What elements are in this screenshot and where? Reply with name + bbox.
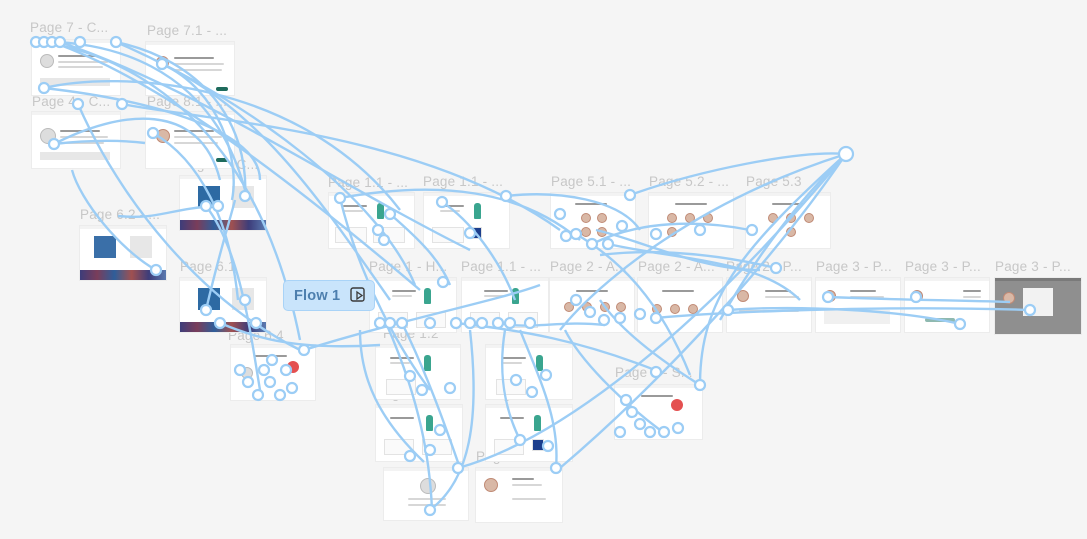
frame-page-1-1-c[interactable]	[462, 278, 548, 332]
frame-label-page-1-1-b[interactable]: Page 1.1 - ...	[423, 174, 504, 189]
frame-page-7[interactable]	[32, 40, 120, 95]
frame-label-page-2-p[interactable]: Page 2 - P...	[726, 259, 802, 274]
frame-page-2-p[interactable]	[727, 278, 811, 332]
frame-page-9[interactable]	[180, 176, 266, 230]
frame-page-1-5[interactable]	[476, 468, 562, 522]
frame-page-1-3[interactable]	[486, 405, 572, 461]
frame-page-2-a[interactable]	[550, 278, 634, 332]
frame-page-6-1[interactable]	[180, 278, 266, 332]
frame-label-page-6-2[interactable]: Page 6.2 - ...	[80, 207, 161, 222]
frame-page-3-p-a[interactable]	[816, 278, 900, 332]
frame-page-1-1-d[interactable]	[486, 345, 572, 399]
frame-label-page-4[interactable]: Page 4 - C...	[32, 94, 111, 109]
frame-label-page-2-a[interactable]: Page 2 - A...	[550, 259, 627, 274]
frame-page-1-h[interactable]	[370, 278, 456, 332]
frame-page-5-3[interactable]	[746, 193, 830, 248]
frame-page-3-p-c[interactable]	[995, 278, 1081, 334]
frame-label-page-3-p-b[interactable]: Page 3 - P...	[905, 259, 981, 274]
frame-page-8-1[interactable]	[146, 112, 234, 168]
frame-page-3-p-b[interactable]	[905, 278, 989, 332]
frame-label-page-7[interactable]: Page 7 - C...	[30, 20, 109, 35]
frame-page-1-1-a[interactable]	[329, 193, 414, 248]
frame-page-5-1[interactable]	[551, 193, 635, 248]
frame-label-page-6-1[interactable]: Page 6.1	[180, 259, 236, 274]
frame-label-page-5-2[interactable]: Page 5.2 - ...	[649, 174, 730, 189]
frame-page-profile[interactable]	[384, 468, 468, 520]
flow-label: Flow 1	[294, 287, 341, 304]
play-icon[interactable]	[350, 287, 366, 303]
frame-label-page-2-a-2[interactable]: Page 2 - A...	[638, 259, 715, 274]
frame-page-2-a-2[interactable]	[638, 278, 722, 332]
frame-label-page-3-p-c[interactable]: Page 3 - P...	[995, 259, 1071, 274]
frame-label-page-1-1-a[interactable]: Page 1.1 - ...	[328, 175, 409, 190]
frame-label-page-2-s[interactable]: Page 2 - S...	[615, 365, 693, 380]
frame-page-7-1[interactable]	[146, 42, 234, 95]
frame-label-page-5-3[interactable]: Page 5.3	[746, 174, 802, 189]
frame-label-page-8-1[interactable]: Page 8.1 - ...	[147, 94, 228, 109]
frame-label-page-1-h[interactable]: Page 1 - H...	[369, 259, 448, 274]
frame-page-4[interactable]	[32, 112, 120, 168]
frame-page-1-1-b[interactable]	[424, 193, 509, 248]
flow-starting-point[interactable]: Flow 1	[283, 280, 375, 311]
frame-page-6-2[interactable]	[80, 226, 166, 280]
frame-label-page-5-1[interactable]: Page 5.1 - ...	[551, 174, 632, 189]
frame-page-5-2[interactable]	[649, 193, 733, 248]
frame-label-page-1-1-c[interactable]: Page 1.1 - ...	[461, 259, 542, 274]
frame-page-2-s[interactable]	[615, 385, 702, 439]
frame-page-1-4[interactable]	[376, 405, 462, 461]
frame-page-1-2[interactable]	[376, 345, 460, 399]
frame-page-6-4[interactable]	[231, 345, 315, 400]
frame-label-page-3-p-a[interactable]: Page 3 - P...	[816, 259, 892, 274]
frame-label-page-7-1[interactable]: Page 7.1 - ...	[147, 23, 228, 38]
